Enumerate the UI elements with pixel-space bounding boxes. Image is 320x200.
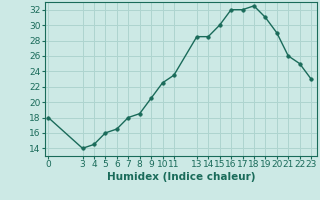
X-axis label: Humidex (Indice chaleur): Humidex (Indice chaleur) — [107, 172, 255, 182]
